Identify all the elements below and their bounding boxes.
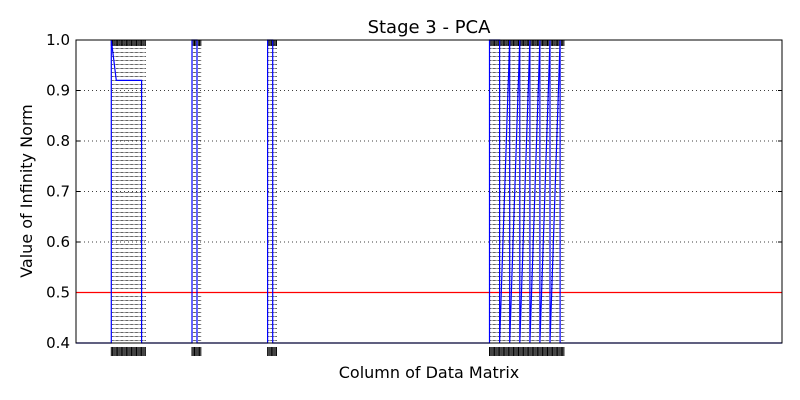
y-tick-label: 0.5 [46, 284, 70, 302]
y-tick-label: 0.7 [46, 183, 70, 201]
y-tick-label: 0.4 [46, 334, 70, 352]
chart-title: Stage 3 - PCA [368, 17, 492, 38]
x-axis-label: Column of Data Matrix [339, 363, 520, 382]
y-tick-label: 0.6 [46, 233, 70, 251]
y-tick-label: 0.9 [46, 82, 70, 100]
grid [76, 39, 782, 344]
y-axis-label: Value of Infinity Norm [17, 104, 36, 278]
plot-area-frame [75, 39, 783, 344]
y-axis-ticks: 0.4 0.5 0.6 0.7 0.8 0.9 1.0 [46, 31, 782, 356]
y-tick-label: 1.0 [46, 31, 70, 49]
y-tick-label: 0.8 [46, 132, 70, 150]
